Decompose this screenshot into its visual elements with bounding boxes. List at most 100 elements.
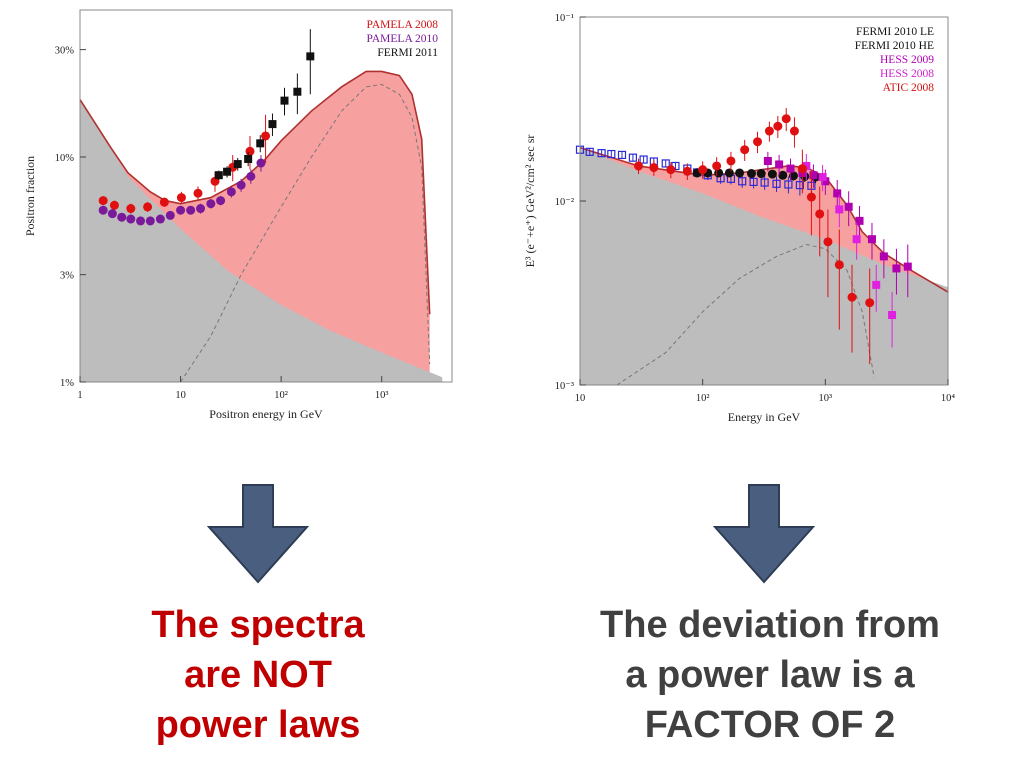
data-point — [226, 187, 236, 197]
data-point — [245, 146, 255, 156]
data-point — [833, 189, 842, 198]
series-fermi-2010-le — [575, 145, 816, 199]
data-point — [763, 156, 772, 165]
legend-entry: ATIC 2008 — [883, 82, 935, 94]
data-point — [193, 188, 203, 198]
x-tick-label: 10³ — [375, 390, 389, 401]
data-point — [764, 126, 774, 136]
data-point — [844, 202, 853, 211]
axis-ticks: 1 10 10² 10³ 1% 3% 10% 30% — [55, 46, 389, 401]
data-point — [823, 237, 833, 247]
data-point — [892, 264, 901, 273]
caption-line: a power law is a — [625, 654, 915, 696]
legend-entry: FERMI 2010 HE — [855, 40, 934, 52]
caption-line: FACTOR OF 2 — [644, 704, 896, 746]
data-point — [236, 180, 246, 190]
data-point — [246, 171, 256, 181]
data-point — [746, 169, 756, 179]
data-point — [781, 114, 791, 124]
x-tick-label: 10 — [175, 390, 186, 401]
data-point — [867, 235, 876, 244]
data-point — [98, 205, 108, 215]
legend: FERMI 2010 LE FERMI 2010 HE HESS 2009 HESS … — [855, 26, 934, 94]
data-point — [806, 192, 816, 202]
data-point — [155, 214, 165, 224]
legend-entry: HESS 2008 — [880, 68, 934, 80]
data-point — [749, 177, 758, 187]
data-point — [293, 87, 302, 96]
legend: PAMELA 2008 PAMELA 2010 FERMI 2011 — [367, 19, 439, 59]
series-hess-2008 — [802, 154, 897, 348]
data-point — [788, 171, 798, 181]
data-point — [585, 147, 594, 156]
data-point — [789, 126, 799, 136]
data-point — [145, 216, 155, 226]
caption-deviation-factor-of-2: The deviation from a power law is a FACT… — [570, 600, 970, 750]
data-point — [784, 180, 793, 189]
legend-entry: PAMELA 2008 — [367, 19, 439, 31]
caption-line: The deviation from — [600, 604, 940, 646]
data-point — [888, 311, 897, 320]
data-point — [617, 150, 627, 160]
data-point — [797, 164, 807, 174]
y-tick-label: 3% — [60, 271, 74, 282]
data-point — [233, 160, 242, 169]
data-point — [607, 149, 616, 159]
series-fermi-2011 — [214, 29, 315, 181]
data-point — [261, 131, 271, 141]
caption-spectra-not-power-laws: The spectra are NOT power laws — [118, 600, 398, 750]
data-point — [159, 197, 169, 207]
caption-line: are NOT — [184, 654, 332, 696]
data-point — [126, 204, 136, 214]
data-point — [865, 298, 875, 308]
data-point — [165, 210, 175, 220]
data-points — [98, 29, 315, 226]
series-pamela-2010 — [98, 155, 266, 226]
legend-entry: HESS 2009 — [880, 54, 934, 66]
data-point — [756, 169, 766, 179]
data-point — [98, 196, 108, 206]
data-point — [634, 161, 644, 171]
data-point — [682, 166, 692, 176]
down-arrow-icon — [712, 484, 816, 584]
data-point — [117, 212, 127, 222]
data-point — [666, 165, 676, 175]
data-point — [855, 216, 864, 225]
data-point — [835, 205, 844, 214]
data-point — [872, 280, 881, 289]
data-point — [834, 260, 844, 270]
x-tick-label: 1 — [77, 390, 82, 401]
legend-entry: FERMI 2010 LE — [856, 26, 934, 38]
y-tick-label: 10⁻² — [555, 197, 574, 208]
plot-frame — [79, 9, 453, 383]
data-point — [186, 205, 196, 215]
data-point — [649, 163, 659, 173]
caption-line: power laws — [155, 704, 361, 746]
data-point — [268, 120, 277, 129]
data-point — [306, 52, 315, 61]
data-point — [767, 169, 777, 179]
y-tick-label: 1% — [60, 378, 74, 389]
data-point — [724, 168, 734, 178]
data-point — [143, 202, 153, 212]
y-tick-label: 10⁻³ — [555, 381, 574, 392]
data-point — [818, 173, 827, 182]
data-point — [176, 205, 186, 215]
x-tick-label: 10² — [274, 390, 288, 401]
total-model-line — [79, 70, 431, 315]
data-point — [740, 145, 750, 155]
data-point — [196, 204, 206, 214]
data-point — [109, 200, 119, 210]
data-point — [760, 178, 769, 187]
data-point — [738, 177, 747, 186]
data-point — [223, 167, 232, 176]
data-point — [107, 209, 117, 219]
data-point — [206, 199, 216, 209]
data-point — [597, 149, 606, 158]
background-model-area — [80, 99, 443, 383]
data-point — [775, 160, 784, 169]
data-point — [726, 156, 736, 166]
x-tick-label: 10⁴ — [941, 393, 956, 404]
